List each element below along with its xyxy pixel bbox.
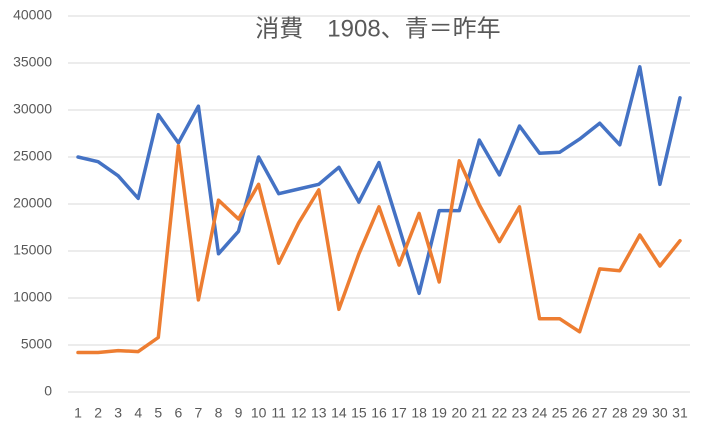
- y-tick-label: 10000: [13, 289, 52, 305]
- x-tick-label: 29: [632, 405, 648, 421]
- series-line: [76, 143, 682, 355]
- x-tick-label: 30: [652, 405, 668, 421]
- chart-title: 消費 1908、青＝昨年: [255, 15, 500, 42]
- x-tick-label: 4: [134, 405, 142, 421]
- x-tick-label: 13: [311, 405, 327, 421]
- x-tick-label: 5: [154, 405, 162, 421]
- y-tick-label: 15000: [13, 242, 52, 258]
- x-tick-label: 18: [411, 405, 427, 421]
- x-tick-label: 17: [391, 405, 407, 421]
- x-tick-label: 14: [331, 405, 347, 421]
- x-tick-label: 16: [371, 405, 387, 421]
- x-tick-label: 20: [451, 405, 467, 421]
- y-tick-label: 40000: [13, 7, 52, 23]
- series-line: [76, 65, 682, 296]
- x-tick-label: 2: [94, 405, 102, 421]
- x-tick-label: 24: [532, 405, 548, 421]
- x-tick-label: 7: [195, 405, 203, 421]
- y-tick-label: 30000: [13, 101, 52, 117]
- x-tick-label: 31: [672, 405, 688, 421]
- y-tick-label: 5000: [21, 336, 52, 352]
- y-tick-label: 35000: [13, 54, 52, 70]
- x-tick-label: 21: [472, 405, 488, 421]
- x-tick-label: 8: [215, 405, 223, 421]
- x-tick-label: 9: [235, 405, 243, 421]
- x-tick-label: 27: [592, 405, 608, 421]
- x-tick-label: 3: [114, 405, 122, 421]
- x-tick-label: 26: [572, 405, 588, 421]
- x-tick-label: 12: [291, 405, 307, 421]
- x-tick-label: 11: [271, 405, 286, 421]
- x-tick-label: 25: [552, 405, 568, 421]
- y-tick-label: 0: [44, 383, 52, 399]
- x-tick-label: 28: [612, 405, 628, 421]
- x-tick-label: 6: [174, 405, 182, 421]
- x-tick-label: 22: [492, 405, 508, 421]
- x-tick-label: 1: [74, 405, 82, 421]
- y-tick-label: 20000: [13, 195, 52, 211]
- x-tick-label: 23: [512, 405, 528, 421]
- x-tick-label: 19: [431, 405, 447, 421]
- x-tick-label: 10: [251, 405, 267, 421]
- y-tick-label: 25000: [13, 148, 52, 164]
- x-tick-label: 15: [351, 405, 367, 421]
